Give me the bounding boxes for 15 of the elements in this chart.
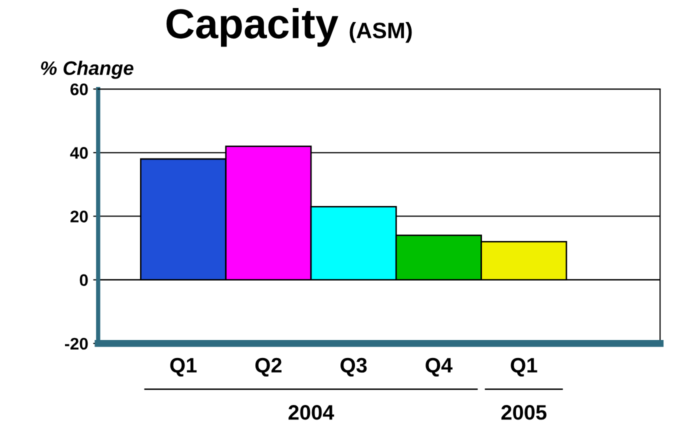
x-tick-label: Q2 xyxy=(255,358,282,377)
text: 2005 xyxy=(501,405,546,420)
chart-title: Capacity xyxy=(166,8,338,47)
y-tick-label: 40 xyxy=(70,147,88,159)
chart-subtitle: (ASM) xyxy=(350,22,412,43)
y-tick-label: 0 xyxy=(80,274,88,286)
x-tick-label: Q3 xyxy=(340,358,367,377)
y-axis-title: % Change xyxy=(40,60,134,79)
x-tick-label: Q1 xyxy=(170,358,197,377)
y-tick-label: 20 xyxy=(70,210,88,222)
y-tick-label: -20 xyxy=(65,338,88,350)
text: 2004 xyxy=(288,405,334,420)
y-tick-label: 60 xyxy=(70,83,88,96)
x-tick-label: Q1 xyxy=(510,358,538,377)
x-tick-label: Q4 xyxy=(426,358,452,377)
